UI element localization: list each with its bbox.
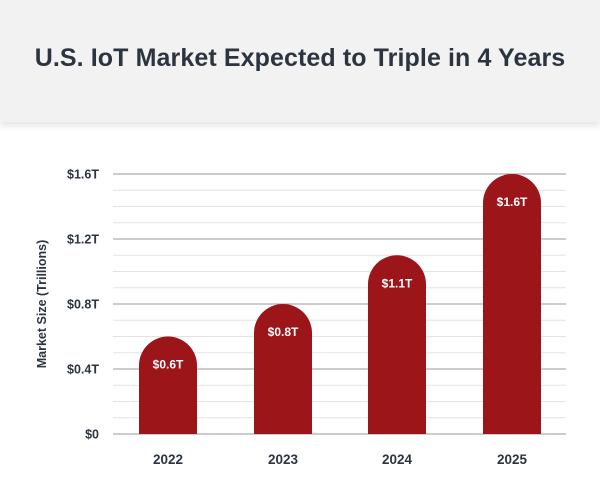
bar-data-label: $0.6T bbox=[153, 358, 184, 372]
title-banner: U.S. IoT Market Expected to Triple in 4 … bbox=[0, 0, 600, 122]
y-tick-label: $1.2T bbox=[67, 233, 99, 247]
y-tick-label: $1.6T bbox=[67, 168, 99, 182]
x-tick-label: 2022 bbox=[153, 452, 183, 467]
x-tick-label: 2024 bbox=[382, 452, 413, 467]
x-tick-label: 2025 bbox=[497, 452, 528, 467]
bars bbox=[139, 174, 541, 434]
bar bbox=[483, 174, 541, 434]
x-axis-ticks: 2022 2023 2024 2025 bbox=[153, 452, 528, 467]
bar bbox=[254, 304, 312, 434]
y-tick-label: $0.4T bbox=[67, 363, 99, 377]
bar-data-label: $1.6T bbox=[497, 195, 528, 209]
y-tick-label: $0.8T bbox=[67, 298, 99, 312]
chart-title: U.S. IoT Market Expected to Triple in 4 … bbox=[34, 44, 566, 72]
x-tick-label: 2023 bbox=[268, 452, 299, 467]
y-axis-ticks: $0 $0.4T $0.8T $1.2T $1.6T bbox=[67, 168, 99, 442]
bar bbox=[368, 255, 426, 434]
bar-data-label: $1.1T bbox=[382, 276, 413, 290]
y-axis-label: Market Size (Trillions) bbox=[35, 240, 49, 369]
y-tick-label: $0 bbox=[85, 428, 99, 442]
bar-data-labels: $0.6T $0.8T $1.1T $1.6T bbox=[153, 195, 528, 372]
bar-data-label: $0.8T bbox=[268, 325, 299, 339]
bar bbox=[139, 336, 197, 434]
